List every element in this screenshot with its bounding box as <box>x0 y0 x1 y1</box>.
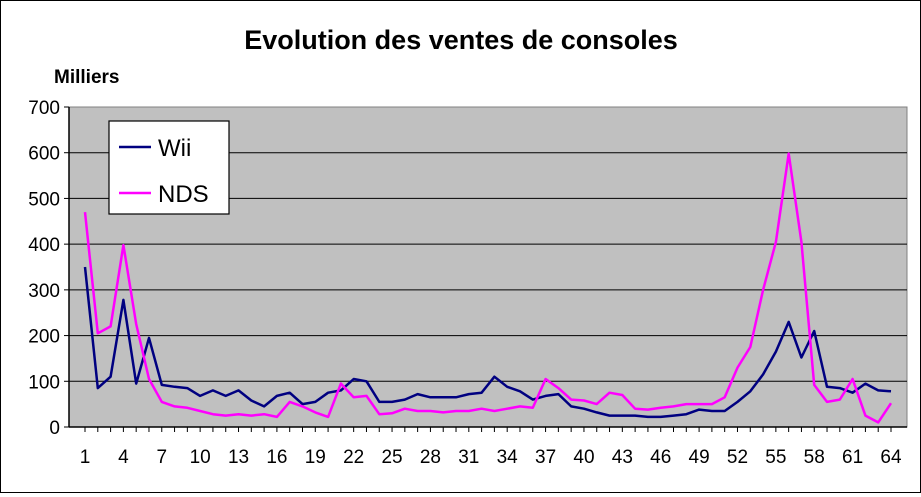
x-tick-label: 7 <box>156 447 167 468</box>
y-tick-label: 300 <box>28 281 60 302</box>
y-tick-label: 700 <box>28 98 60 119</box>
x-tick-label: 64 <box>880 447 902 468</box>
x-tick-label: 34 <box>497 447 519 468</box>
x-tick-label: 58 <box>804 447 825 468</box>
y-tick-label: 0 <box>49 418 60 439</box>
x-tick-label: 4 <box>118 447 129 468</box>
y-tick-label: 400 <box>28 235 60 256</box>
x-tick-label: 28 <box>420 447 441 468</box>
x-tick-label: 43 <box>612 447 633 468</box>
legend-box <box>108 120 230 215</box>
y-tick-label: 500 <box>28 189 60 210</box>
x-axis: 1 4 7 10 13 16 19 22 25 28 31 34 37 40 43 46 49 52 55 58 61 6… <box>69 426 907 468</box>
x-tick-label: 1 <box>80 447 91 468</box>
x-tick-label: 61 <box>842 447 863 468</box>
series-line-nds <box>83 152 893 424</box>
x-tick-label: 25 <box>381 447 402 468</box>
x-tick-label: 19 <box>305 447 326 468</box>
x-tick-label: 13 <box>228 447 249 468</box>
x-tick-label: 52 <box>727 447 748 468</box>
x-tick-label: 49 <box>689 447 710 468</box>
y-axis-label: Milliers <box>54 67 119 88</box>
x-tick-label: 46 <box>650 447 671 468</box>
chart-title: Evolution des ventes de consoles <box>244 25 678 55</box>
series-line-wii <box>83 266 892 419</box>
y-tick-label: 200 <box>28 327 60 348</box>
x-tick-label: 40 <box>573 447 594 468</box>
y-axis: 0 100 200 300 400 500 600 700 <box>28 98 70 439</box>
legend: Wii NDS <box>108 120 230 215</box>
x-tick-label: 16 <box>266 447 287 468</box>
x-tick-label: 37 <box>535 447 556 468</box>
x-tick-label: 31 <box>458 447 479 468</box>
legend-label-wii: Wii <box>158 135 191 162</box>
series-lines <box>83 152 893 424</box>
x-tick-label: 10 <box>190 447 211 468</box>
y-tick-label: 100 <box>28 372 60 393</box>
x-tick-label: 22 <box>343 447 364 468</box>
legend-label-nds: NDS <box>158 181 209 208</box>
y-tick-label: 600 <box>28 144 60 165</box>
x-tick-label: 55 <box>765 447 786 468</box>
